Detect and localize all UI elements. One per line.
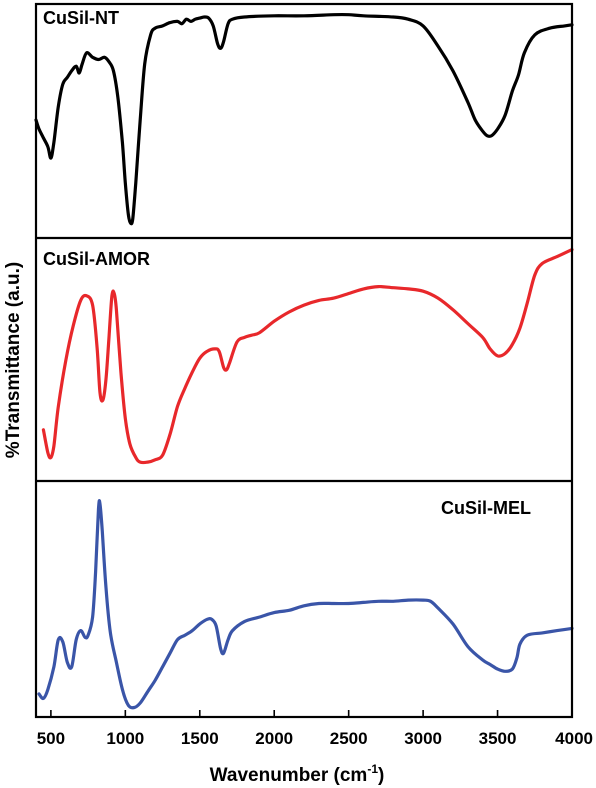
x-axis-label: Wavenumber (cm-1) [210, 762, 385, 786]
x-tick-label-1500: 1500 [181, 729, 219, 748]
panel-bottom: CuSil-MEL [37, 498, 574, 710]
x-axis-label-superscript: -1 [367, 762, 378, 776]
x-tick-label-2000: 2000 [255, 729, 293, 748]
x-tick-label-500: 500 [37, 729, 65, 748]
x-tick-label-2500: 2500 [330, 729, 368, 748]
series-line-cusil-amor [41, 248, 574, 465]
panel-label-cusil-mel: CuSil-MEL [441, 498, 531, 518]
x-axis-label-main: Wavenumber (cm [210, 765, 368, 786]
series-line-cusil-nt [34, 12, 574, 226]
x-axis-ticks: 500 1000 1500 2000 2500 3000 3500 4000 [37, 710, 593, 748]
panel-top: CuSil-NT [34, 8, 574, 226]
x-tick-label-4000: 4000 [555, 729, 593, 748]
panel-label-cusil-amor: CuSil-AMOR [43, 249, 150, 269]
x-axis-label-tail: ) [378, 765, 384, 786]
x-tick-label-3000: 3000 [404, 729, 442, 748]
x-tick-label-1000: 1000 [106, 729, 144, 748]
series-line-cusil-mel [37, 499, 574, 710]
panel-middle: CuSil-AMOR [41, 248, 574, 465]
y-axis-label: %Transmittance (a.u.) [3, 262, 24, 458]
x-tick-label-3500: 3500 [479, 729, 517, 748]
plot-frame [34, 2, 574, 719]
panel-label-cusil-nt: CuSil-NT [43, 8, 119, 28]
